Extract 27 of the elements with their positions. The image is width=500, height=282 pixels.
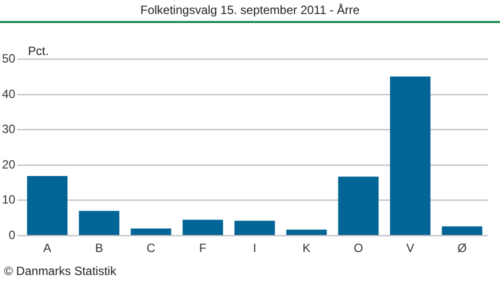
bar xyxy=(234,220,275,235)
x-tick-label: C xyxy=(146,241,156,256)
y-tick-label: 10 xyxy=(2,192,16,207)
bar xyxy=(442,226,482,235)
bar xyxy=(182,220,224,235)
bar xyxy=(130,228,172,235)
y-tick-label: 50 xyxy=(2,52,16,66)
x-tick-label: K xyxy=(302,241,311,256)
y-axis-title: Pct. xyxy=(28,44,49,58)
bar xyxy=(27,176,68,235)
text: © Danmarks Statistik xyxy=(4,264,116,278)
bar xyxy=(286,230,327,235)
y-tick-label: 0 xyxy=(8,228,16,242)
bar xyxy=(390,76,430,235)
bar xyxy=(338,176,379,235)
x-tick-label: B xyxy=(95,241,104,256)
x-tick-label: V xyxy=(406,241,414,256)
bar xyxy=(78,210,120,235)
chart-title: Folketingsvalg 15. september 2011 - Årre xyxy=(0,0,500,23)
x-tick-label: A xyxy=(43,241,52,256)
y-tick-label: 40 xyxy=(2,86,16,101)
x-tick-label: F xyxy=(199,241,206,256)
y-tick-label: 20 xyxy=(2,157,16,172)
y-tick-label: 30 xyxy=(2,122,16,136)
x-tick-label: O xyxy=(354,241,364,256)
x-tick-label: I xyxy=(253,241,256,256)
x-tick-label: Ø xyxy=(457,241,467,256)
